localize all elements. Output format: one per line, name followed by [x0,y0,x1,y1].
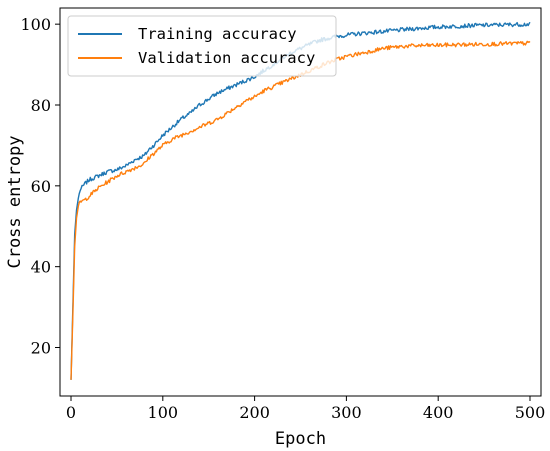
y-tick-label: 60 [31,177,51,196]
legend-label-training: Training accuracy [138,25,297,43]
x-tick-label: 0 [66,403,76,422]
legend-label-validation: Validation accuracy [138,49,315,67]
y-tick-label: 40 [31,258,51,277]
x-axis: 0 100 200 300 400 500 [66,396,545,422]
y-tick-label: 20 [31,339,51,358]
x-tick-label: 300 [331,403,362,422]
y-axis-title: Cross entropy [5,135,25,268]
series-line-validation [70,40,531,380]
x-tick-label: 400 [423,403,454,422]
legend: Training accuracy Validation accuracy [67,15,337,77]
x-axis-title: Epoch [275,429,326,449]
legend-box [67,15,337,77]
y-tick-label: 80 [31,96,51,115]
y-axis: 20 40 60 80 100 [20,15,60,358]
x-tick-label: 500 [515,403,546,422]
y-tick-label: 100 [20,15,51,34]
plot-frame [59,7,542,397]
x-tick-label: 200 [239,403,270,422]
x-tick-label: 100 [148,403,179,422]
